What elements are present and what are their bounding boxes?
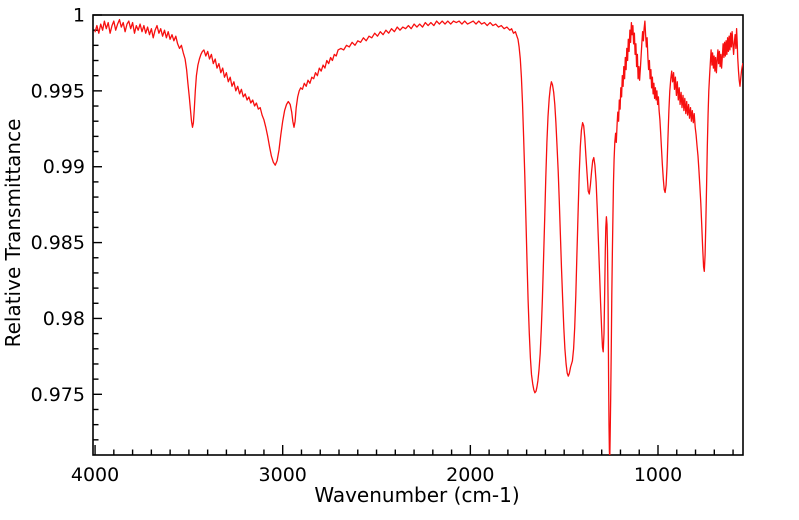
x-axis-label: Wavenumber (cm-1) [314, 483, 519, 507]
x-tick-label: 2000 [446, 464, 494, 486]
y-tick-label: 1 [73, 5, 85, 27]
x-axis-tick-labels: 4000 3000 2000 1000 [71, 464, 682, 486]
x-tick-label: 3000 [259, 464, 307, 486]
x-tick-label: 1000 [634, 464, 682, 486]
y-tick-label: 0.99 [43, 156, 85, 178]
x-tick-label: 4000 [71, 464, 119, 486]
y-axis-ticks [93, 14, 102, 441]
y-tick-label: 0.98 [43, 308, 85, 330]
plot-frame [92, 14, 744, 456]
y-axis-tick-labels: 1 0.995 0.99 0.985 0.98 0.975 [31, 5, 85, 406]
y-tick-label: 0.995 [31, 80, 85, 102]
y-tick-label: 0.985 [31, 232, 85, 254]
spectrum-trace [94, 18, 743, 455]
y-tick-label: 0.975 [31, 384, 85, 406]
y-axis-label: Relative Transmittance [1, 119, 25, 348]
x-axis-ticks [94, 445, 734, 455]
